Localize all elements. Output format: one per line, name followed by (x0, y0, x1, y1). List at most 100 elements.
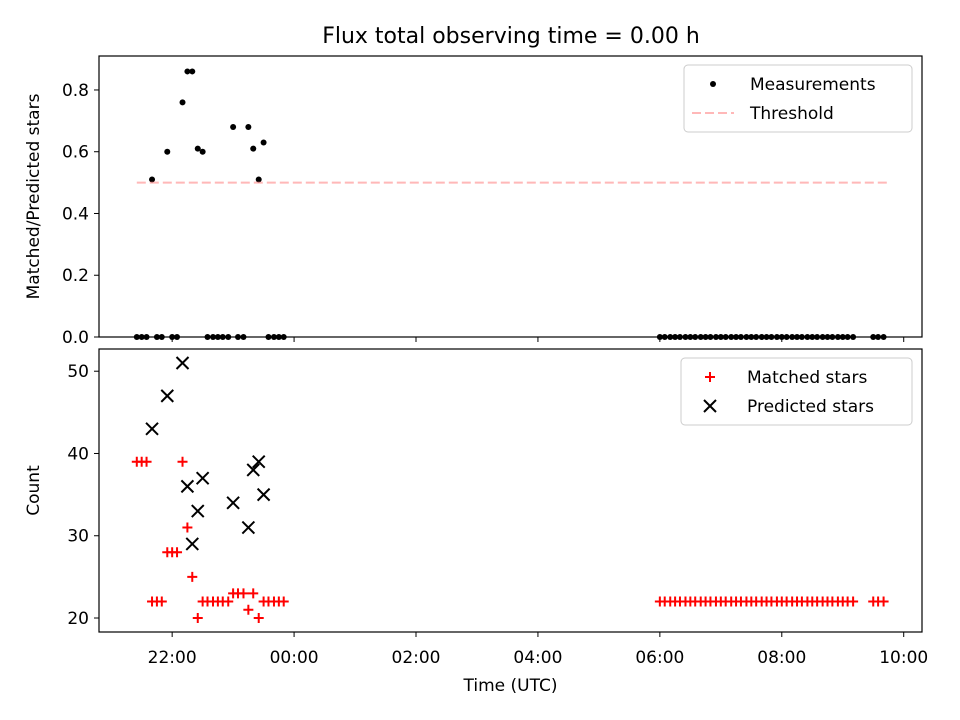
measurement-point (174, 334, 181, 340)
measurement-point (839, 334, 846, 340)
predicted-star-point (226, 496, 240, 510)
predicted-star-point (246, 463, 260, 477)
measurement-point (697, 334, 704, 340)
legend-label: Predicted stars (747, 397, 874, 417)
measurement-point (850, 334, 857, 340)
matched-star-point (177, 456, 188, 467)
predicted-star-point (191, 504, 205, 518)
measurement-point (722, 334, 729, 340)
predicted-star-point (252, 454, 266, 469)
measurement-point (737, 334, 744, 340)
legend: Measurements Threshold (683, 64, 913, 133)
measurement-point (814, 334, 821, 340)
measurement-point (829, 334, 836, 340)
predicted-star-point (195, 471, 210, 485)
y-tick-label: 0.8 (62, 81, 89, 101)
legend-label: Matched stars (747, 368, 867, 388)
x-tick-label: 04:00 (513, 648, 562, 668)
y-tick-label: 0.6 (62, 143, 89, 163)
measurement-point (667, 334, 674, 340)
measurement-point (798, 334, 805, 340)
measurement-point (712, 334, 719, 340)
predicted-star-point (180, 479, 195, 494)
measurement-point (158, 334, 165, 340)
legend-label: Threshold (749, 104, 834, 124)
matched-star-point (878, 596, 889, 607)
x-tick-label: 10:00 (879, 648, 928, 668)
figure-title: Flux total observing time = 0.00 h (322, 24, 700, 49)
x-tick-label: 02:00 (392, 648, 441, 668)
legend-dot-marker (710, 81, 716, 87)
matched-star-point (172, 547, 183, 558)
measurement-point (834, 334, 841, 340)
y-tick-label: 20 (67, 609, 89, 629)
legend-label: Measurements (750, 75, 876, 95)
measurement-point (778, 334, 785, 340)
measurement-point (656, 334, 663, 340)
measurement-point (275, 334, 282, 340)
measurement-point (260, 139, 267, 146)
predicted-star-point (145, 422, 159, 436)
y-tick-label: 50 (67, 362, 89, 382)
predicted-star-point (160, 389, 174, 403)
y-axis-label: Matched/Predicted stars (24, 93, 44, 299)
measurement-point (280, 334, 287, 340)
predicted-star-point (175, 356, 190, 370)
measurement-point (138, 334, 145, 340)
measurement-point (234, 334, 241, 340)
measurement-point (682, 334, 689, 340)
legend-box (680, 357, 913, 426)
measurement-point (672, 334, 679, 340)
measurement-point (687, 334, 694, 340)
measurement-point (676, 334, 683, 340)
matched-star-point (156, 596, 167, 607)
measurement-point (214, 334, 221, 340)
measurement-point (717, 334, 724, 340)
matched-star-point (243, 604, 254, 615)
measurement-point (194, 145, 201, 152)
measurement-point (768, 334, 775, 340)
measurement-point (844, 334, 851, 340)
measurement-point (164, 148, 171, 155)
measurement-point (245, 124, 252, 131)
measurement-point (707, 334, 714, 340)
measurement-point (804, 334, 811, 340)
axes-frame (98, 348, 923, 633)
measurement-point (748, 334, 755, 340)
y-tick-label: 0.2 (62, 266, 89, 286)
measurement-point (189, 68, 196, 75)
measurement-point (184, 68, 191, 75)
legend-x-marker (703, 399, 717, 413)
measurement-point (204, 334, 211, 340)
measurement-point (661, 334, 668, 340)
y-axis-label: Count (24, 465, 44, 516)
measurement-point (153, 334, 160, 340)
measurement-point (809, 334, 816, 340)
measurement-point (870, 334, 877, 340)
legend-box (683, 64, 913, 133)
legend-plus-marker (705, 372, 715, 382)
measurement-point (789, 334, 796, 340)
measurement-point (250, 145, 257, 152)
y-tick-label: 40 (67, 444, 89, 464)
matched-star-point (238, 588, 249, 599)
measurement-point (179, 99, 186, 106)
x-axis-label: Time (UTC) (463, 676, 558, 696)
measurement-point (824, 334, 831, 340)
measurement-point (702, 334, 709, 340)
matched-star-point (141, 456, 152, 467)
bottom-panel-count: 22:00 00:00 02:00 04:00 06:00 08:00 10:00 20 30 4… (24, 348, 928, 696)
measurement-point (794, 334, 801, 340)
x-tick-label: 06:00 (635, 648, 684, 668)
x-tick-label: 22:00 (148, 648, 197, 668)
matched-star-point (192, 613, 203, 624)
measurement-point (692, 334, 699, 340)
measurement-point (199, 148, 206, 155)
measurement-point (783, 334, 790, 340)
measurement-point (773, 334, 780, 340)
measurement-point (758, 334, 765, 340)
measurement-point (265, 334, 272, 340)
matched-star-point (223, 596, 234, 607)
top-panel-ratio: 0.0 0.2 0.4 0.6 0.8 Matched/Predicted stars Me… (24, 55, 923, 348)
